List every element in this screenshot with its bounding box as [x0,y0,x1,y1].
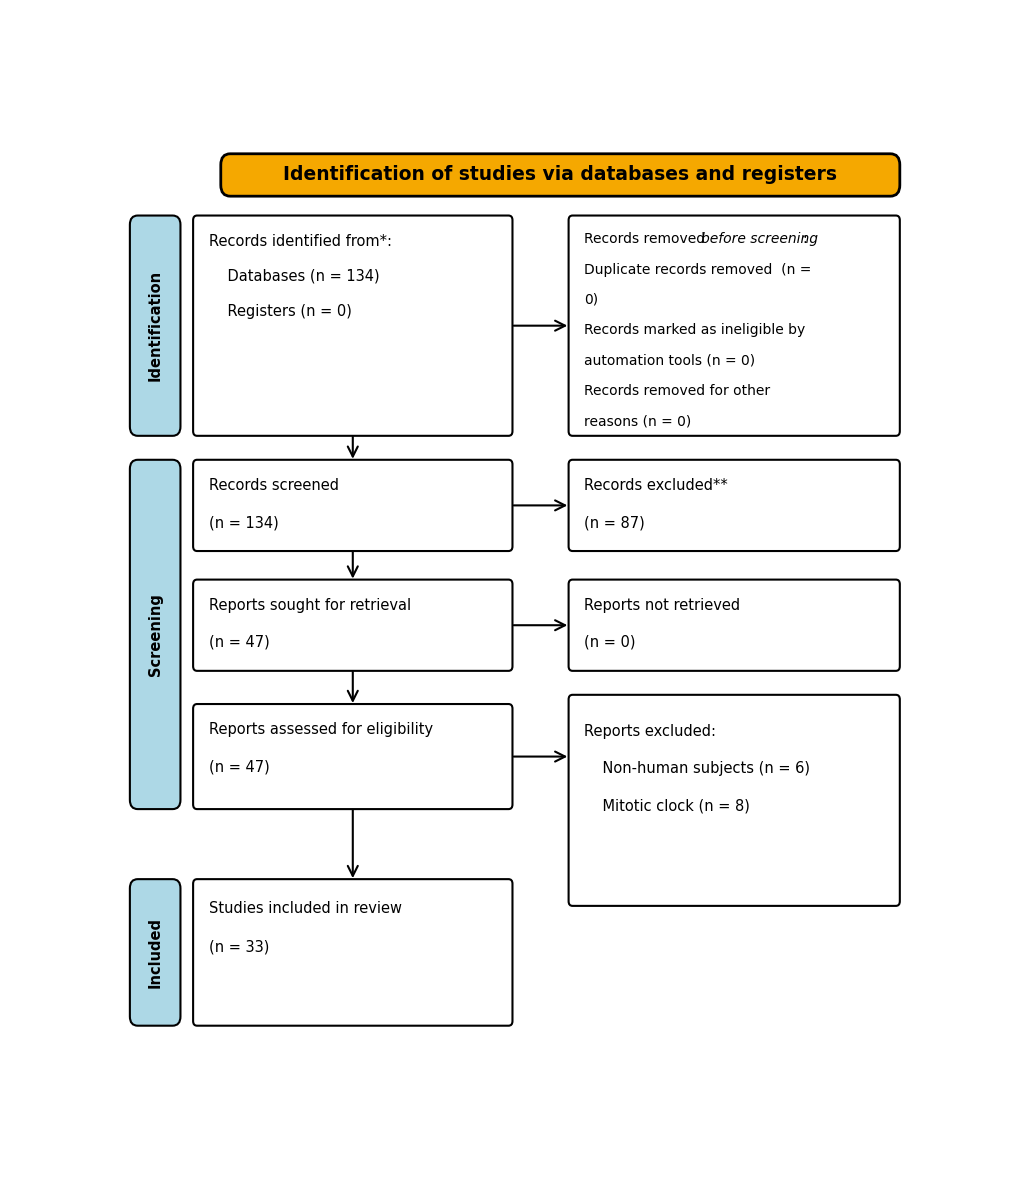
FancyBboxPatch shape [193,579,512,670]
Text: Duplicate records removed  (n =: Duplicate records removed (n = [584,262,811,277]
Text: Mitotic clock (n = 8): Mitotic clock (n = 8) [584,798,750,813]
Text: Reports excluded:: Reports excluded: [584,724,715,740]
Text: (n = 134): (n = 134) [209,515,278,530]
Text: Registers (n = 0): Registers (n = 0) [209,304,352,320]
Text: Records excluded**: Records excluded** [584,479,728,493]
FancyBboxPatch shape [193,460,512,551]
Text: Reports assessed for eligibility: Reports assessed for eligibility [209,723,433,737]
FancyBboxPatch shape [193,704,512,809]
Text: Records identified from*:: Records identified from*: [209,233,391,249]
Text: Databases (n = 134): Databases (n = 134) [209,269,379,284]
Text: Included: Included [148,917,162,988]
Text: (n = 87): (n = 87) [584,515,645,530]
Text: Studies included in review: Studies included in review [209,901,401,916]
FancyBboxPatch shape [129,879,180,1026]
Text: before screening: before screening [701,232,817,247]
FancyBboxPatch shape [193,879,512,1026]
FancyBboxPatch shape [193,215,512,436]
Text: (n = 0): (n = 0) [584,634,635,650]
Text: automation tools (n = 0): automation tools (n = 0) [584,354,755,367]
FancyBboxPatch shape [220,153,899,196]
Text: Records marked as ineligible by: Records marked as ineligible by [584,323,805,338]
Text: :: : [802,232,806,247]
Text: Non-human subjects (n = 6): Non-human subjects (n = 6) [584,761,810,776]
Text: Identification of studies via databases and registers: Identification of studies via databases … [283,165,837,184]
Text: (n = 47): (n = 47) [209,759,269,774]
FancyBboxPatch shape [129,460,180,809]
FancyBboxPatch shape [568,215,899,436]
Text: Records screened: Records screened [209,479,338,493]
Text: Records removed: Records removed [584,232,709,247]
Text: Screening: Screening [148,593,162,676]
Text: 0): 0) [584,293,598,306]
FancyBboxPatch shape [568,460,899,551]
Text: Identification: Identification [148,271,162,381]
Text: Records removed for other: Records removed for other [584,384,769,399]
FancyBboxPatch shape [568,694,899,906]
FancyBboxPatch shape [568,579,899,670]
Text: (n = 47): (n = 47) [209,634,269,650]
Text: Reports not retrieved: Reports not retrieved [584,598,740,613]
FancyBboxPatch shape [129,215,180,436]
Text: (n = 33): (n = 33) [209,940,269,955]
Text: reasons (n = 0): reasons (n = 0) [584,414,691,429]
Text: Reports sought for retrieval: Reports sought for retrieval [209,598,411,613]
